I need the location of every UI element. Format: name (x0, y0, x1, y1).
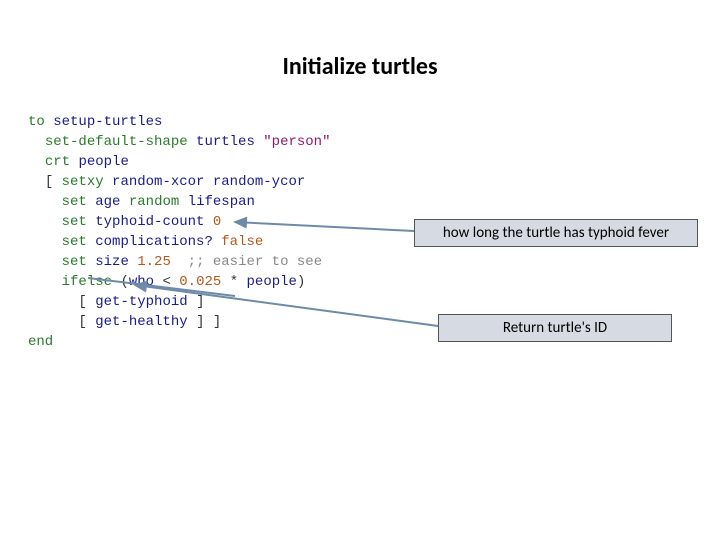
code-line: set size 1.25 ;; easier to see (28, 252, 330, 272)
callout-typhoid-count: how long the turtle has typhoid fever (414, 219, 698, 247)
code-block: to setup-turtles set-default-shape turtl… (28, 112, 330, 352)
code-line: set-default-shape turtles "person" (28, 132, 330, 152)
code-line: ifelse (who < 0.025 * people) (28, 272, 330, 292)
code-line: to setup-turtles (28, 112, 330, 132)
code-line: set typhoid-count 0 (28, 212, 330, 232)
code-line: set complications? false (28, 232, 330, 252)
slide-title: Initialize turtles (0, 52, 720, 81)
code-line: crt people (28, 152, 330, 172)
code-line: [ get-healthy ] ] (28, 312, 330, 332)
callout-who-id: Return turtle's ID (438, 314, 672, 342)
code-line: end (28, 332, 330, 352)
code-line: set age random lifespan (28, 192, 330, 212)
code-line: [ setxy random-xcor random-ycor (28, 172, 330, 192)
code-line: [ get-typhoid ] (28, 292, 330, 312)
